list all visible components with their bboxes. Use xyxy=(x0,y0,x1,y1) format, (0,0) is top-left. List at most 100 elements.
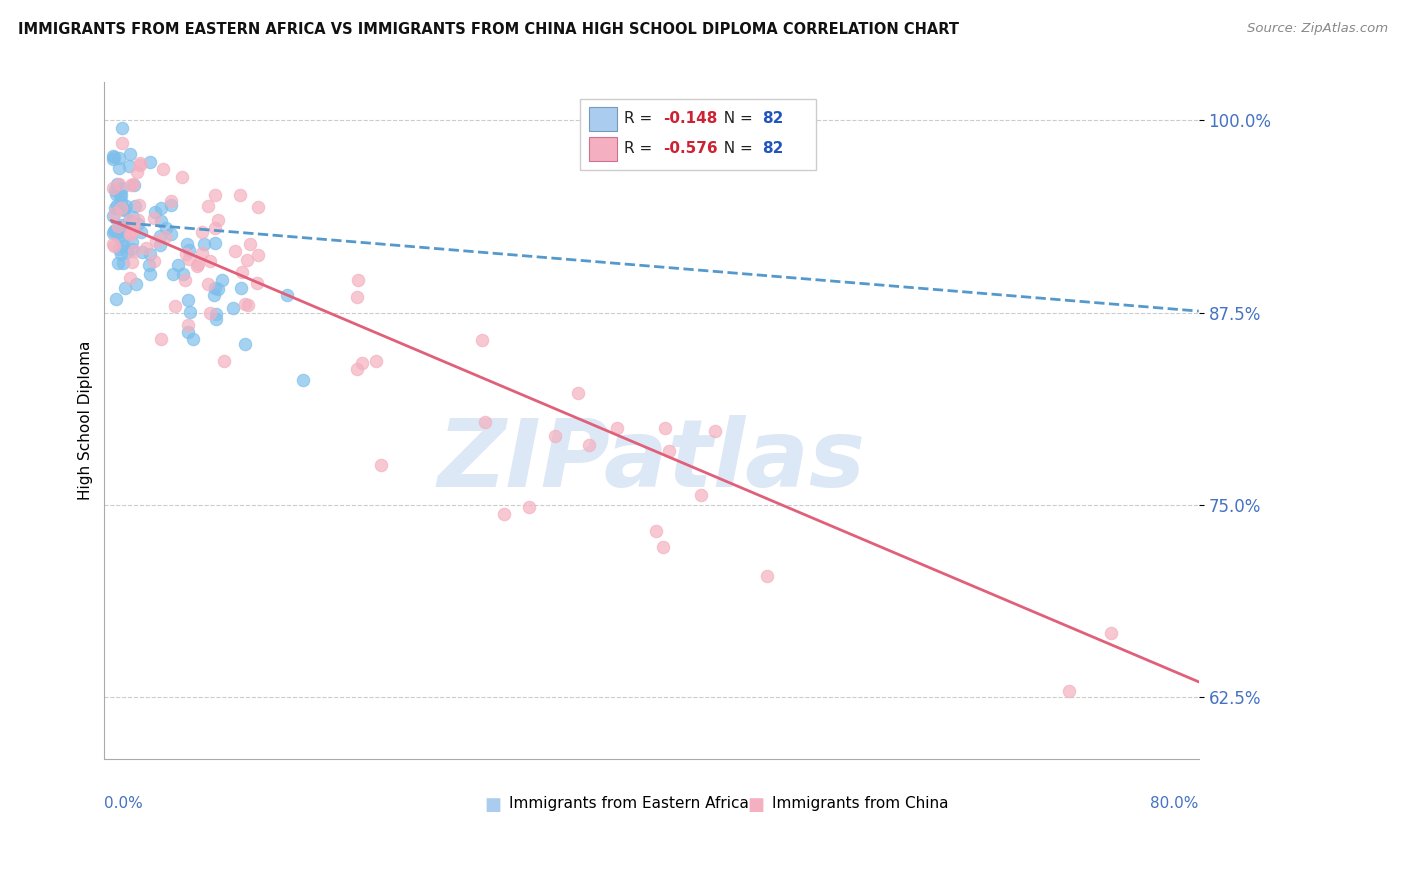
Point xyxy=(191,245,214,260)
Point xyxy=(101,209,124,223)
Point xyxy=(176,236,198,251)
Point xyxy=(172,170,194,185)
Point xyxy=(224,244,246,259)
Point xyxy=(346,290,368,304)
Point xyxy=(198,306,221,320)
Point xyxy=(364,354,387,368)
Point xyxy=(112,239,135,253)
Point xyxy=(142,254,165,268)
Point xyxy=(160,197,183,211)
Point xyxy=(110,218,132,232)
Point xyxy=(118,160,141,174)
Point xyxy=(233,337,256,351)
Point xyxy=(177,243,200,257)
Point xyxy=(229,188,252,202)
Point xyxy=(352,356,374,370)
Point xyxy=(205,307,228,321)
Point xyxy=(181,333,204,347)
Point xyxy=(578,437,600,451)
Point xyxy=(122,210,145,224)
Point xyxy=(149,228,172,243)
Point xyxy=(174,272,197,286)
Point xyxy=(159,194,181,209)
Point xyxy=(101,180,124,194)
Text: N =: N = xyxy=(714,111,758,126)
Point xyxy=(153,230,176,244)
Point xyxy=(187,257,209,271)
Point xyxy=(474,415,496,429)
Text: -0.148: -0.148 xyxy=(664,111,718,126)
Text: R =: R = xyxy=(624,111,658,126)
Point xyxy=(236,298,259,312)
Point xyxy=(190,225,212,239)
Point xyxy=(111,220,134,235)
Point xyxy=(193,237,215,252)
Point xyxy=(236,253,259,268)
FancyBboxPatch shape xyxy=(581,99,815,169)
Point xyxy=(143,204,166,219)
Point xyxy=(121,242,143,256)
Point xyxy=(291,373,314,387)
Point xyxy=(150,214,173,228)
Text: 80.0%: 80.0% xyxy=(1150,796,1199,811)
Point xyxy=(101,152,124,166)
Point xyxy=(690,488,713,502)
Point xyxy=(111,181,134,195)
Point xyxy=(174,247,197,261)
Point xyxy=(108,188,131,202)
Point xyxy=(207,212,229,227)
Point xyxy=(276,288,298,302)
Point xyxy=(179,305,201,319)
Point xyxy=(121,177,143,191)
Point xyxy=(118,213,141,227)
Point xyxy=(172,267,194,281)
Text: ■: ■ xyxy=(485,796,502,814)
Point xyxy=(104,183,127,197)
Point xyxy=(104,201,127,215)
Point xyxy=(1101,625,1123,640)
Point xyxy=(110,188,132,202)
Point xyxy=(105,178,128,192)
Point xyxy=(117,244,139,259)
Point xyxy=(160,227,183,241)
Point xyxy=(131,245,153,260)
Point xyxy=(197,277,219,291)
Point xyxy=(122,178,145,192)
Point xyxy=(121,218,143,232)
Point xyxy=(246,276,269,290)
Point xyxy=(231,264,253,278)
Text: Immigrants from Eastern Africa: Immigrants from Eastern Africa xyxy=(509,796,749,811)
Point xyxy=(204,221,226,235)
Point xyxy=(246,248,269,262)
Point xyxy=(101,149,124,163)
Point xyxy=(121,235,143,249)
Point xyxy=(111,233,134,247)
Point xyxy=(114,281,136,295)
Point xyxy=(127,217,149,231)
Point xyxy=(118,270,141,285)
Point xyxy=(658,444,681,458)
Point xyxy=(143,211,166,225)
Point xyxy=(107,178,129,192)
Point xyxy=(177,252,200,266)
Point xyxy=(139,247,162,261)
Point xyxy=(239,237,262,252)
Point xyxy=(567,386,589,401)
Point xyxy=(347,272,370,286)
Point xyxy=(110,221,132,235)
Point xyxy=(104,205,127,219)
Point xyxy=(112,202,135,216)
Text: -0.576: -0.576 xyxy=(664,142,718,156)
Text: IMMIGRANTS FROM EASTERN AFRICA VS IMMIGRANTS FROM CHINA HIGH SCHOOL DIPLOMA CORR: IMMIGRANTS FROM EASTERN AFRICA VS IMMIGR… xyxy=(18,22,959,37)
Text: R =: R = xyxy=(624,142,658,156)
Point xyxy=(110,247,132,261)
Point xyxy=(494,507,516,521)
Point xyxy=(212,354,235,368)
Point xyxy=(103,224,125,238)
Point xyxy=(229,281,252,295)
Point xyxy=(112,202,135,217)
Point xyxy=(128,197,150,211)
Point xyxy=(110,194,132,208)
Point xyxy=(107,229,129,244)
Y-axis label: High School Diploma: High School Diploma xyxy=(79,341,93,500)
